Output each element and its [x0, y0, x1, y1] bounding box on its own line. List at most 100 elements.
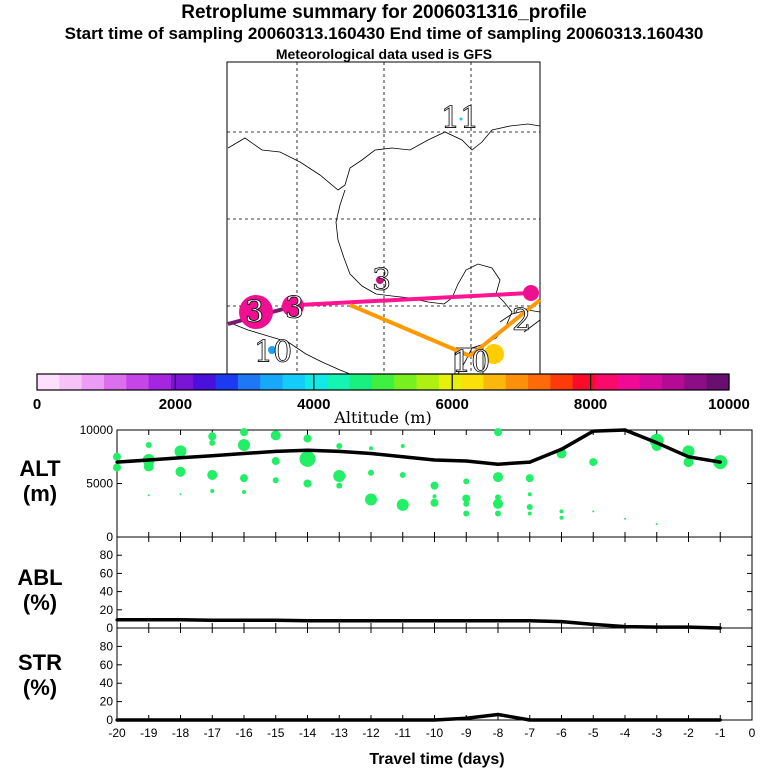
colorbar-swatch — [260, 374, 284, 390]
y-tick-label: 40 — [100, 585, 114, 599]
coastline-west — [227, 321, 351, 375]
series-point — [591, 429, 595, 433]
trajectory-segment-orange-1 — [349, 303, 471, 358]
series-point — [623, 428, 627, 432]
plume-circle-blue — [268, 346, 276, 354]
x-tick-label: -6 — [556, 726, 567, 740]
abl-unit: (%) — [23, 590, 57, 615]
scatter-point — [559, 509, 564, 514]
colorbar-swatch — [550, 374, 574, 390]
series-point — [210, 618, 214, 622]
x-tick-label: -5 — [588, 726, 599, 740]
scatter-point — [175, 466, 186, 477]
series-line — [117, 618, 721, 630]
series-point — [369, 718, 373, 722]
y-tick-label: 0 — [106, 530, 113, 544]
scatter-point — [208, 432, 217, 441]
scatter-point — [303, 434, 312, 443]
str-label: STR — [18, 650, 62, 675]
scatter-point — [271, 457, 280, 466]
scatter-point — [209, 439, 216, 446]
series-point — [496, 712, 500, 717]
scatter-point — [145, 441, 152, 448]
plume-circle-medium — [282, 295, 304, 317]
colorbar-swatch — [461, 374, 485, 390]
series-point — [369, 451, 373, 456]
series-point — [401, 718, 405, 722]
colorbar-ticks: 0 2000 4000 6000 8000 10000 — [33, 374, 750, 413]
x-tick-label: -8 — [493, 726, 504, 740]
x-tick-label: -4 — [620, 726, 631, 740]
series-point — [147, 618, 151, 622]
colorbar-tick-label: 4000 — [297, 396, 330, 413]
series-point — [274, 449, 278, 453]
scatter-point — [174, 445, 187, 458]
day-marker-2: 2 — [512, 303, 531, 338]
x-tick-label: -16 — [235, 726, 253, 740]
series-point — [274, 618, 278, 622]
x-tick-label: -10 — [426, 726, 444, 740]
scatter-point — [525, 474, 534, 483]
panel-labels: ALT (m) ABL (%) STR (%) — [17, 456, 62, 700]
x-tick-label: -19 — [140, 726, 158, 740]
plume-circle-yellow — [484, 344, 504, 364]
scatter-point — [113, 452, 121, 461]
series-point — [528, 619, 532, 623]
day-marker-3c: 3 — [285, 291, 304, 326]
series-point — [559, 718, 564, 722]
colorbar-swatch — [193, 374, 217, 390]
series-point — [242, 618, 246, 622]
scatter-point — [333, 470, 346, 483]
scatter-point — [432, 494, 437, 499]
series-point — [305, 448, 310, 452]
x-tick-label: -3 — [651, 726, 662, 740]
plume-circle-cyan — [459, 117, 463, 121]
y-tick-label: 0 — [106, 713, 113, 727]
scatter-point — [270, 430, 281, 441]
colorbar-tick-label: 2000 — [159, 396, 192, 413]
colorbar-swatch — [662, 374, 685, 390]
scatter-point — [240, 428, 248, 437]
series-point — [655, 718, 659, 722]
x-tick-label: -15 — [267, 726, 285, 740]
scatter-point — [400, 444, 405, 449]
colorbar-swatch — [170, 374, 194, 390]
abl-label: ABL — [17, 565, 62, 590]
series-point — [305, 718, 310, 722]
scatter-point — [396, 498, 409, 511]
alt-label: ALT — [19, 456, 61, 481]
series-point — [496, 462, 500, 466]
series-point — [178, 618, 183, 622]
coastline-island — [499, 309, 541, 323]
x-tick-label: -20 — [108, 726, 126, 740]
coastline-north — [227, 123, 541, 191]
scatter-point — [240, 474, 248, 483]
y-tick-label: 0 — [106, 621, 113, 635]
y-tick-label: 5000 — [86, 477, 113, 491]
scatter-point — [179, 493, 182, 496]
scatter-point — [399, 471, 406, 478]
scatter-point — [624, 517, 626, 520]
colorbar-swatch — [349, 374, 373, 390]
colorbar-swatch — [483, 374, 507, 390]
colorbar-swatch — [237, 374, 261, 390]
trajectory-segment-orange-2 — [468, 298, 542, 358]
x-tick-label: -13 — [331, 726, 349, 740]
series-point — [305, 619, 310, 623]
trajectories — [227, 117, 542, 364]
colorbar-swatch — [394, 374, 418, 390]
series-point — [559, 620, 564, 624]
colorbar-swatch — [438, 374, 462, 390]
plume-circle-east — [523, 285, 539, 301]
day-marker-11: 11 — [441, 101, 479, 136]
scatter-point — [589, 458, 598, 467]
x-tick-label: -2 — [683, 726, 694, 740]
map-gridlines — [227, 62, 540, 374]
colorbar-tick-label: 6000 — [436, 396, 469, 413]
series-line — [116, 428, 721, 466]
x-tick-label: -14 — [299, 726, 317, 740]
series-point — [401, 619, 405, 623]
met-data-note: Meteorological data used is GFS — [275, 46, 493, 62]
colorbar-swatch — [59, 374, 83, 390]
